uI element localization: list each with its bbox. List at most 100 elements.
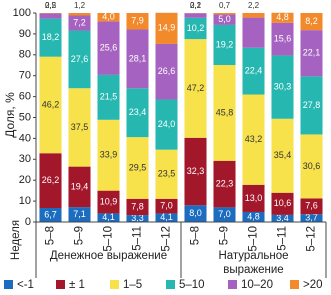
x-tick-label: 5–8 [45,226,57,245]
value-label: 8,0 [189,208,202,218]
y-tick-label: 100 [13,7,31,19]
bar-segment [271,214,294,222]
bar-segment [213,13,236,15]
value-label: 7,0 [160,200,173,210]
value-label: 1,2 [74,1,86,10]
bar-segment [271,55,294,119]
bar-segment [97,190,120,214]
value-label: 28,1 [129,53,147,63]
legend-label: <-1 [17,279,34,291]
bar-segment [39,18,62,57]
value-label: 26,6 [158,66,176,76]
bar-segment [300,30,323,77]
x-tick-label: 5–8 [190,226,202,245]
bar-segment [242,17,265,48]
bar-segment [184,39,207,138]
bar-segment [213,14,236,25]
value-label: 45,8 [216,107,234,117]
value-label: 37,5 [71,122,89,132]
x-axis-title: Неделя [10,220,22,260]
bar-segment [155,149,178,199]
group-label: Денежное выражение [49,250,168,262]
value-label: 33,9 [100,150,118,160]
y-tick-label: 10 [19,195,31,207]
value-label: 4,1 [102,212,115,222]
legend-swatch [228,280,237,289]
value-label: 47,2 [187,83,205,93]
value-label: 22,4 [245,65,263,75]
bar-segment [300,76,323,135]
value-label: 8,2 [305,16,318,26]
bar-segment [213,24,236,66]
bar-segment [68,30,91,89]
bar-segment [97,13,120,22]
x-tick-label: 5–10 [103,226,115,252]
y-tick-label: 60 [19,91,31,103]
value-label: 4,8 [276,12,289,22]
bar-segment [184,13,207,18]
bar-segment [300,214,323,222]
bar-segment [242,211,265,222]
bar-segment [68,15,91,31]
bar-segment [271,192,294,215]
bar-segment [39,56,62,154]
value-label: 18,2 [42,32,60,42]
legend-label: ± 1 [69,279,85,291]
y-tick-label: 30 [19,153,31,165]
value-label: 2,2 [190,1,202,10]
bar-segment [68,13,91,16]
bar-segment [97,119,120,191]
value-label: 19,2 [216,39,234,49]
bar-segment [242,94,265,185]
x-tick-label: 5–11 [277,226,289,251]
bar-segment [126,137,149,199]
value-label: 22,3 [216,178,234,188]
bar-segment [242,47,265,95]
value-label: 0,7 [219,1,231,10]
bar-segment [97,213,120,222]
value-label: 3,7 [305,213,318,223]
legend-label: >20 [303,279,323,291]
value-label: 7,2 [73,17,86,27]
legend-swatch [4,280,13,289]
bar-segment [213,207,236,222]
value-label: 5,0 [218,14,231,24]
bar-segment [184,137,207,206]
value-label: 24,0 [158,119,176,129]
bar-segment [155,12,178,44]
y-tick-label: 20 [19,174,31,186]
value-label: 7,1 [73,209,86,219]
x-tick-label: 5–9 [74,226,86,245]
value-label: 3,4 [276,213,289,223]
bar-segment [300,198,323,215]
value-label: 29,5 [129,162,147,172]
legend-swatch [56,280,65,289]
x-tick-label: 5–10 [248,226,260,252]
bar-segment [155,43,178,100]
bar-segment [300,13,323,31]
bar-segment [271,22,294,56]
value-label: 22,1 [303,48,321,58]
y-axis-title: Доля, % [3,92,17,138]
value-label: 30,6 [303,161,321,171]
bar-segment [271,12,294,23]
value-label: 19,4 [71,181,89,191]
value-label: 32,3 [187,166,205,176]
bar-segment [242,13,265,18]
value-label: 10,9 [100,196,118,206]
value-label: 2,5 [45,1,57,10]
y-tick-label: 80 [19,49,31,61]
value-label: 7,0 [218,209,231,219]
bar-segment [39,153,62,208]
value-label: 3,3 [131,213,144,223]
x-tick-label: 5–12 [161,226,173,252]
bar-segment [155,213,178,222]
value-label: 27,6 [71,54,89,64]
legend-swatch [290,280,299,289]
bar-segment [126,29,149,89]
bar-segment [242,184,265,212]
value-label: 15,6 [274,34,292,44]
value-label: 30,3 [274,81,292,91]
bar-segment [184,205,207,222]
value-label: 21,5 [100,92,118,102]
